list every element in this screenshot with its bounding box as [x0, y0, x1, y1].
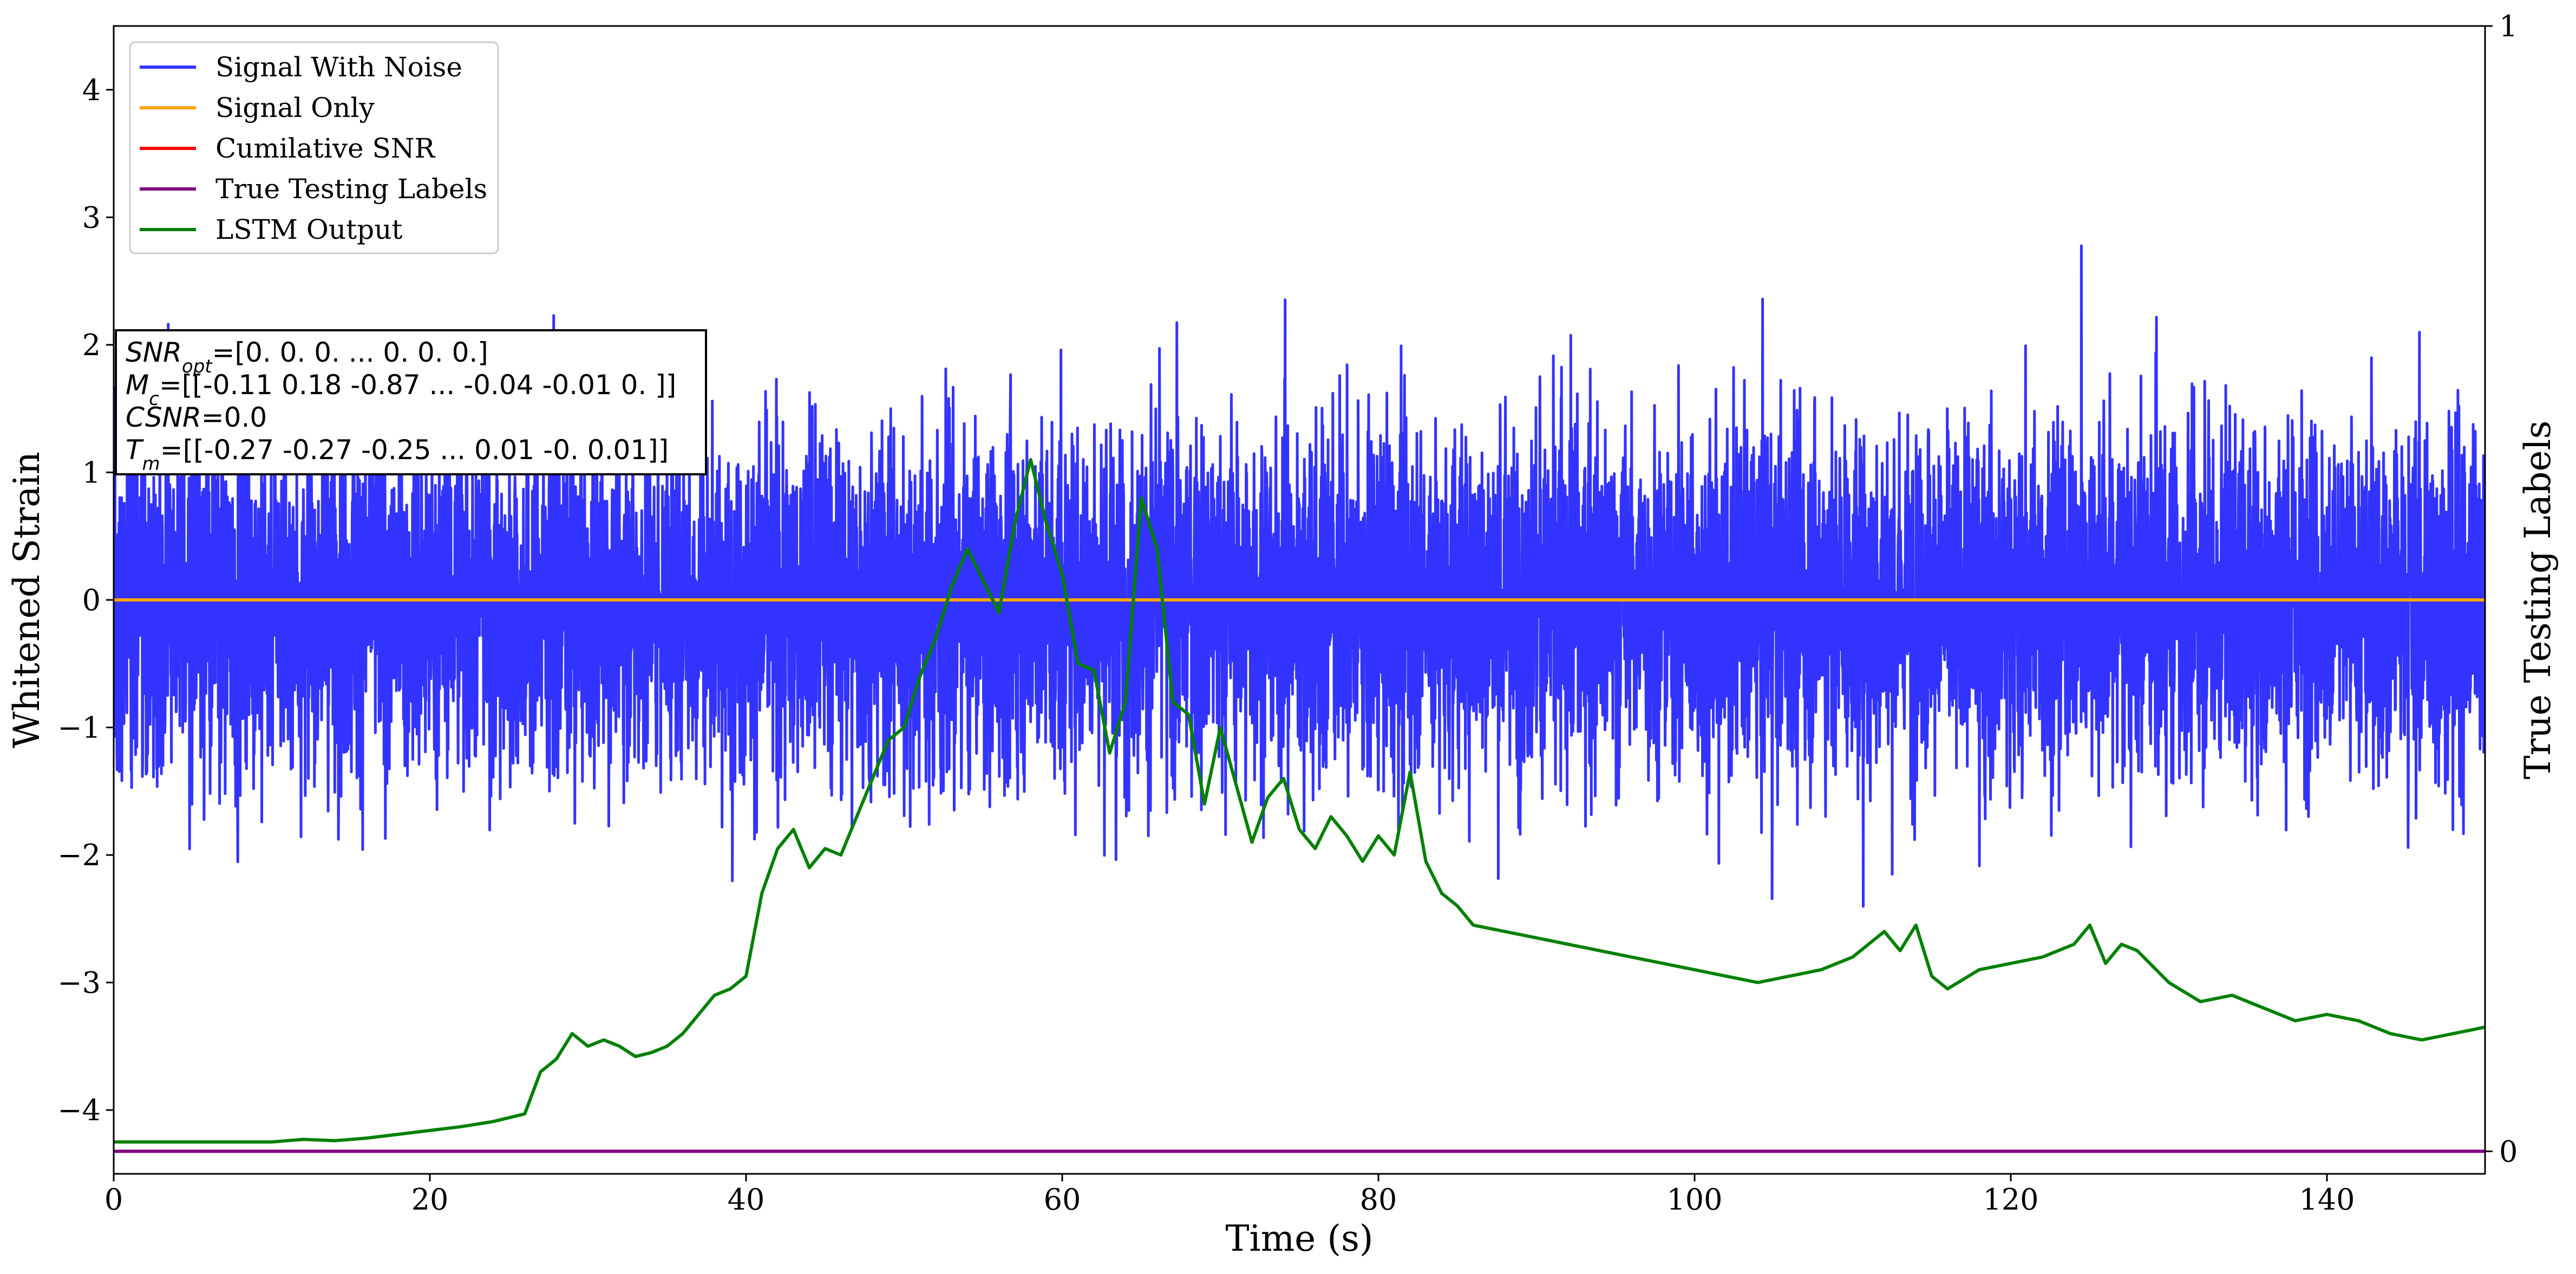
x-axis-label: Time (s) — [1225, 1218, 1373, 1259]
legend-label: LSTM Output — [215, 214, 402, 245]
y-tick-label: −3 — [57, 966, 101, 1000]
legend-label: Signal Only — [215, 92, 375, 123]
y-tick-label: 4 — [82, 73, 101, 107]
annotation-line-tm: Tm=[[-0.27 -0.27 -0.25 ... 0.01 -0. 0.01… — [126, 434, 669, 475]
x-tick-label: 40 — [728, 1182, 765, 1217]
y-right-tick-label: 1 — [2499, 9, 2518, 43]
annotation-line-mc: Mc=[[-0.11 0.18 -0.87 ... -0.04 -0.01 0.… — [126, 369, 676, 410]
lstm-output-line — [114, 458, 2485, 1144]
legend: Signal With Noise Signal Only Cumilative S… — [129, 41, 499, 254]
x-tick-label: 20 — [411, 1182, 449, 1217]
x-tick-label: 140 — [2299, 1182, 2355, 1217]
x-tick-label: 60 — [1044, 1182, 1081, 1217]
y-axis-label-right: True Testing Labels — [2517, 421, 2559, 780]
signal-with-noise-series — [114, 244, 2485, 908]
x-tick-label: 0 — [104, 1182, 123, 1217]
legend-label: True Testing Labels — [215, 173, 487, 205]
y-tick-label: 2 — [82, 328, 101, 362]
annotation-line-csnr: CSNR=0.0 — [126, 402, 267, 433]
legend-label: Signal With Noise — [215, 51, 462, 83]
annotation-line-snr-opt: SNRopt=[0. 0. 0. ... 0. 0. 0.] — [126, 337, 488, 377]
plot-area — [114, 244, 2485, 1153]
x-tick-label: 120 — [1983, 1182, 2038, 1217]
y-right-tick-label: 0 — [2499, 1134, 2518, 1168]
y-tick-label: 1 — [82, 455, 101, 489]
y-tick-label: 0 — [82, 583, 101, 617]
y-tick-label: 3 — [82, 200, 101, 234]
y-axis-label: Whitened Strain — [6, 452, 48, 748]
x-tick-label: 100 — [1666, 1182, 1722, 1217]
legend-label: Cumilative SNR — [215, 133, 435, 164]
y-tick-label: −2 — [57, 838, 101, 872]
parameter-annotation-box: SNRopt=[0. 0. 0. ... 0. 0. 0.] Mc=[[-0.1… — [115, 329, 707, 475]
signal-with-noise-line — [114, 244, 2485, 908]
y-tick-label: −1 — [57, 711, 101, 745]
y-tick-label: −4 — [57, 1093, 101, 1127]
x-tick-label: 80 — [1360, 1182, 1397, 1217]
